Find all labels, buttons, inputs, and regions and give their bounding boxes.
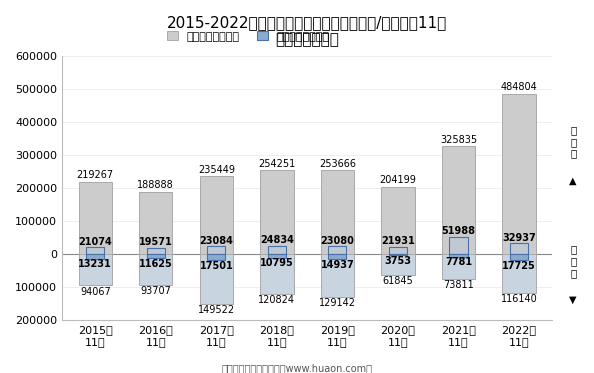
Text: 24834: 24834 — [260, 235, 294, 245]
Bar — [78, 254, 112, 285]
Text: 13231: 13231 — [78, 259, 112, 269]
Text: 17501: 17501 — [200, 261, 233, 270]
Text: 32937: 32937 — [502, 233, 536, 242]
Bar — [442, 146, 475, 254]
Text: 19571: 19571 — [139, 237, 173, 247]
Bar — [268, 246, 286, 254]
Bar — [450, 254, 467, 257]
Bar — [78, 182, 112, 254]
Text: 254251: 254251 — [258, 159, 295, 169]
Text: 7781: 7781 — [445, 257, 472, 267]
Text: 204199: 204199 — [380, 175, 416, 185]
Bar — [510, 243, 528, 254]
Text: 235449: 235449 — [198, 165, 235, 175]
Bar — [389, 254, 407, 256]
Text: ▲: ▲ — [570, 176, 577, 186]
Bar — [328, 247, 346, 254]
Bar — [503, 254, 536, 292]
Bar — [86, 254, 105, 258]
Bar — [321, 170, 354, 254]
Text: 出
口
额: 出 口 额 — [570, 125, 576, 159]
Bar — [389, 247, 407, 254]
Text: 129142: 129142 — [319, 298, 356, 308]
Text: 制图：华经产业研究院（www.huaon.com）: 制图：华经产业研究院（www.huaon.com） — [222, 363, 372, 373]
Bar — [321, 254, 354, 297]
Bar — [328, 254, 346, 259]
Bar — [450, 237, 467, 254]
Title: 2015-2022年宁夏回族自治区（境内目的地/货源地）11月
进、出口额统计: 2015-2022年宁夏回族自治区（境内目的地/货源地）11月 进、出口额统计 — [167, 15, 447, 47]
Text: 21931: 21931 — [381, 236, 415, 246]
Bar — [207, 254, 225, 260]
Bar — [260, 254, 293, 294]
Text: 21074: 21074 — [78, 236, 112, 247]
Bar — [200, 254, 233, 304]
Text: 23080: 23080 — [320, 236, 355, 246]
Bar — [268, 254, 286, 258]
Bar — [381, 254, 415, 275]
Text: 14937: 14937 — [321, 260, 354, 270]
Bar — [147, 248, 165, 254]
Text: 11625: 11625 — [139, 258, 173, 269]
Bar — [510, 254, 528, 260]
Text: ▼: ▼ — [570, 295, 577, 305]
Text: 10795: 10795 — [260, 258, 294, 269]
Bar — [381, 186, 415, 254]
Bar — [139, 254, 172, 285]
Bar — [503, 94, 536, 254]
Text: 73811: 73811 — [443, 280, 474, 290]
Text: 3753: 3753 — [384, 256, 412, 266]
Text: 116140: 116140 — [501, 294, 538, 304]
Text: 120824: 120824 — [258, 295, 295, 305]
Text: 23084: 23084 — [200, 236, 233, 246]
Text: 61845: 61845 — [383, 276, 413, 286]
Text: 51988: 51988 — [441, 226, 475, 236]
Bar — [260, 170, 293, 254]
Bar — [147, 254, 165, 258]
Bar — [207, 247, 225, 254]
Text: 94067: 94067 — [80, 286, 110, 297]
Text: 188888: 188888 — [137, 180, 174, 190]
Text: 325835: 325835 — [440, 135, 477, 145]
Text: 253666: 253666 — [319, 159, 356, 169]
Bar — [86, 247, 105, 254]
Text: 219267: 219267 — [77, 170, 114, 180]
Bar — [200, 176, 233, 254]
Bar — [139, 192, 172, 254]
Text: 进
口
额: 进 口 额 — [570, 244, 576, 278]
Legend: 累计值（万美元）, 当月值（万美元）: 累计值（万美元）, 当月值（万美元） — [163, 26, 334, 46]
Text: 93707: 93707 — [140, 286, 171, 297]
Text: 17725: 17725 — [502, 261, 536, 271]
Text: 484804: 484804 — [501, 82, 538, 93]
Bar — [442, 254, 475, 279]
Text: 149522: 149522 — [198, 305, 235, 315]
